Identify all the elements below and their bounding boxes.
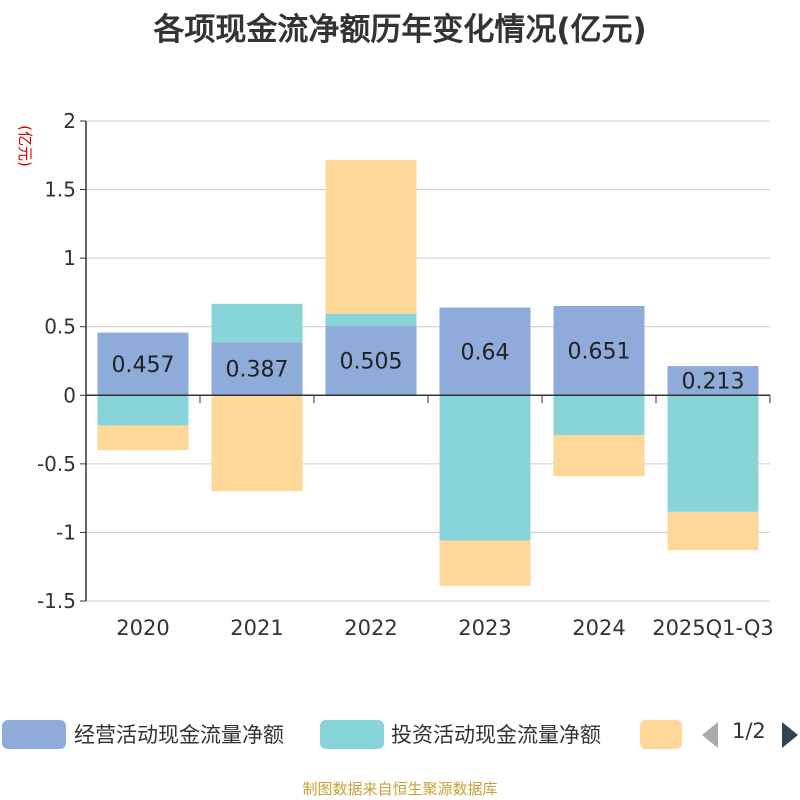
bar-investing: [211, 303, 303, 343]
y-tick-label: 0.5: [44, 315, 76, 339]
bar-data-label: 0.457: [112, 353, 175, 378]
bar-operating: [211, 342, 303, 396]
bar-data-label: 0.505: [340, 350, 403, 375]
bar-data-label: 0.213: [682, 370, 745, 395]
x-tick-label: 2021: [230, 616, 283, 640]
y-tick-label: -1.5: [37, 589, 76, 613]
triangle-right-icon[interactable]: [780, 720, 800, 750]
x-tick-label: 2023: [458, 616, 511, 640]
bar-operating: [325, 326, 417, 396]
bar-operating: [553, 306, 645, 396]
bar-financing: [553, 435, 645, 477]
bar-operating: [667, 366, 759, 396]
bar-investing: [439, 395, 531, 541]
bar-data-label: 0.387: [226, 358, 289, 383]
x-tick-label: 2020: [116, 616, 169, 640]
legend-label-investing[interactable]: 投资活动现金流量净额: [391, 723, 601, 747]
x-tick-label: 2024: [572, 616, 625, 640]
y-tick-label: 1.5: [44, 178, 76, 202]
bar-operating: [439, 307, 531, 396]
bar-investing: [325, 313, 417, 327]
x-tick-label: 2022: [344, 616, 397, 640]
y-axis-label: (亿元): [16, 125, 34, 167]
legend-swatch-operating[interactable]: [2, 720, 66, 749]
bar-data-label: 0.651: [568, 340, 631, 365]
y-tick-label: 0: [63, 383, 76, 407]
bar-investing: [667, 395, 759, 512]
bar-data-label: 0.64: [461, 340, 510, 365]
source-note: 制图数据来自恒生聚源数据库: [302, 780, 498, 798]
triangle-left-icon[interactable]: [700, 720, 720, 750]
legend-swatch-financing[interactable]: [640, 720, 682, 749]
bar-financing: [667, 511, 759, 551]
legend-label-operating[interactable]: 经营活动现金流量净额: [74, 723, 284, 747]
y-tick-label: 1: [63, 246, 76, 270]
chart-title: 各项现金流净额历年变化情况(亿元): [153, 12, 647, 48]
bar-financing: [97, 425, 189, 451]
bar-investing: [553, 395, 645, 436]
bar-financing: [439, 540, 531, 586]
y-tick-label: -1: [56, 520, 76, 544]
x-tick-label: 2025Q1-Q3: [652, 616, 774, 640]
bar-operating: [97, 332, 189, 396]
bar-financing: [211, 395, 303, 492]
legend-swatch-investing[interactable]: [320, 720, 384, 749]
y-tick-label: 2: [63, 109, 76, 133]
y-tick-label: -0.5: [37, 452, 76, 476]
bar-investing: [97, 395, 189, 426]
legend-pager-text: 1/2: [732, 719, 766, 743]
bar-financing: [325, 160, 417, 314]
